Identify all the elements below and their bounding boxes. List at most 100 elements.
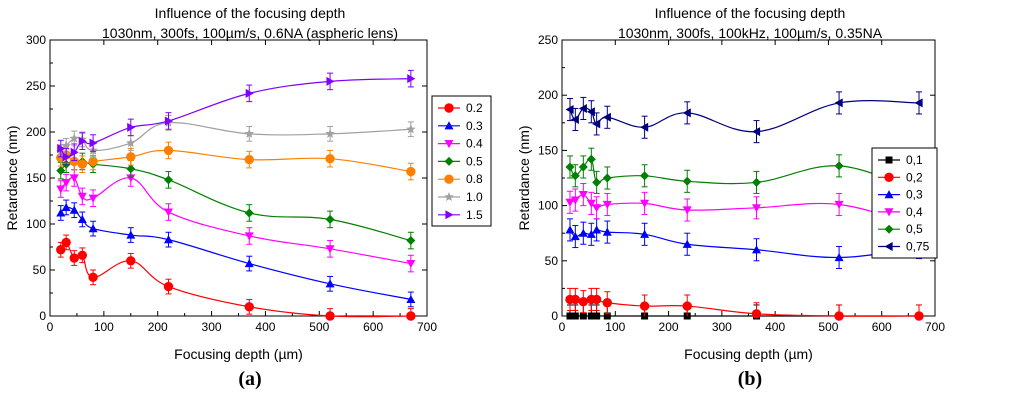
panel-label: (a) xyxy=(238,368,261,390)
series-line xyxy=(60,122,411,153)
data-point xyxy=(69,253,79,263)
data-point xyxy=(579,312,587,320)
data-point xyxy=(566,312,574,320)
x-tick-label: 300 xyxy=(712,320,732,334)
x-tick-label: 500 xyxy=(309,320,329,334)
data-point xyxy=(592,119,601,129)
data-point xyxy=(164,116,173,126)
data-point xyxy=(587,312,595,320)
data-point xyxy=(325,245,335,254)
data-point xyxy=(406,311,416,321)
x-axis-label: Focusing depth (µm) xyxy=(684,346,813,362)
data-point xyxy=(70,147,79,157)
data-point xyxy=(578,190,588,200)
data-point xyxy=(88,156,98,167)
legend-marker xyxy=(444,174,454,184)
data-point xyxy=(682,301,692,311)
legend-marker xyxy=(444,192,454,202)
x-tick-label: 0 xyxy=(47,320,54,334)
series-0-5 xyxy=(565,147,924,204)
y-tick-label: 150 xyxy=(26,171,46,185)
data-point xyxy=(163,175,173,185)
data-point xyxy=(751,309,762,319)
data-point xyxy=(244,232,254,241)
data-point xyxy=(325,311,335,321)
legend-item: 0.8 xyxy=(438,172,483,186)
data-point xyxy=(244,128,255,138)
legend-item: 0,5 xyxy=(878,222,923,236)
data-point xyxy=(602,298,612,308)
data-point xyxy=(565,105,574,115)
y-tick-label: 100 xyxy=(538,199,558,213)
series-line xyxy=(60,206,411,301)
series-line xyxy=(60,149,411,173)
panel-label: (b) xyxy=(738,368,762,390)
series-line xyxy=(60,241,411,318)
x-axis-label: Focusing depth (µm) xyxy=(174,346,303,362)
legend-marker xyxy=(444,156,454,166)
series-0-4 xyxy=(56,169,416,273)
x-tick-label: 200 xyxy=(659,320,679,334)
legend-box xyxy=(871,147,938,259)
y-tick-label: 100 xyxy=(26,217,46,231)
chart-title: Influence of the focusing depth xyxy=(655,5,846,21)
legend-item: 0.5 xyxy=(438,154,483,168)
legend-label: 0,3 xyxy=(906,188,923,202)
legend-marker xyxy=(884,208,894,217)
data-point xyxy=(682,206,692,215)
data-point xyxy=(682,108,691,118)
series-line xyxy=(60,160,411,242)
x-tick-label: 100 xyxy=(94,320,114,334)
data-point xyxy=(245,88,254,98)
data-point xyxy=(407,74,416,84)
data-point xyxy=(88,224,98,233)
data-point xyxy=(565,198,575,207)
x-tick-label: 300 xyxy=(202,320,222,334)
legend-item: 0.3 xyxy=(438,119,483,133)
legend-label: 1.5 xyxy=(466,208,483,222)
y-tick-label: 0 xyxy=(39,309,46,323)
data-point xyxy=(77,159,88,169)
data-point xyxy=(602,173,612,183)
data-point xyxy=(751,177,761,187)
legend-label: 0,4 xyxy=(906,205,923,219)
data-point xyxy=(89,138,98,148)
data-point xyxy=(565,162,575,172)
data-point xyxy=(586,199,596,208)
data-point xyxy=(163,235,173,244)
series-line xyxy=(569,298,920,317)
series-0-2 xyxy=(565,287,924,321)
data-point xyxy=(834,252,844,262)
data-point xyxy=(163,145,174,156)
x-tick-label: 600 xyxy=(363,320,383,334)
series-0-5 xyxy=(56,152,416,250)
x-tick-label: 100 xyxy=(605,320,625,334)
data-point xyxy=(69,133,79,143)
data-point xyxy=(126,230,136,239)
data-point xyxy=(61,140,71,150)
data-point xyxy=(406,236,416,246)
data-point xyxy=(325,128,335,138)
data-point xyxy=(914,311,924,321)
data-point xyxy=(592,225,602,234)
data-point xyxy=(570,171,580,181)
y-tick-label: 0 xyxy=(551,309,558,323)
data-point xyxy=(244,302,254,312)
x-tick-label: 700 xyxy=(925,320,945,334)
data-point xyxy=(406,124,416,134)
series-0-3 xyxy=(565,218,924,270)
legend: 0.2 0.3 0.4 0.5 0.8 1.0 1.5 xyxy=(431,95,492,227)
data-point xyxy=(56,208,66,217)
legend-label: 0.5 xyxy=(466,154,483,168)
data-point xyxy=(126,164,136,174)
data-point xyxy=(602,227,612,236)
data-point xyxy=(571,312,579,320)
series-line xyxy=(569,193,920,228)
data-point xyxy=(61,202,71,212)
legend-item: 0,3 xyxy=(878,188,923,202)
data-point xyxy=(578,162,588,172)
legend-marker xyxy=(884,242,893,251)
data-point xyxy=(834,200,844,209)
legend-item: 1.5 xyxy=(438,208,483,222)
